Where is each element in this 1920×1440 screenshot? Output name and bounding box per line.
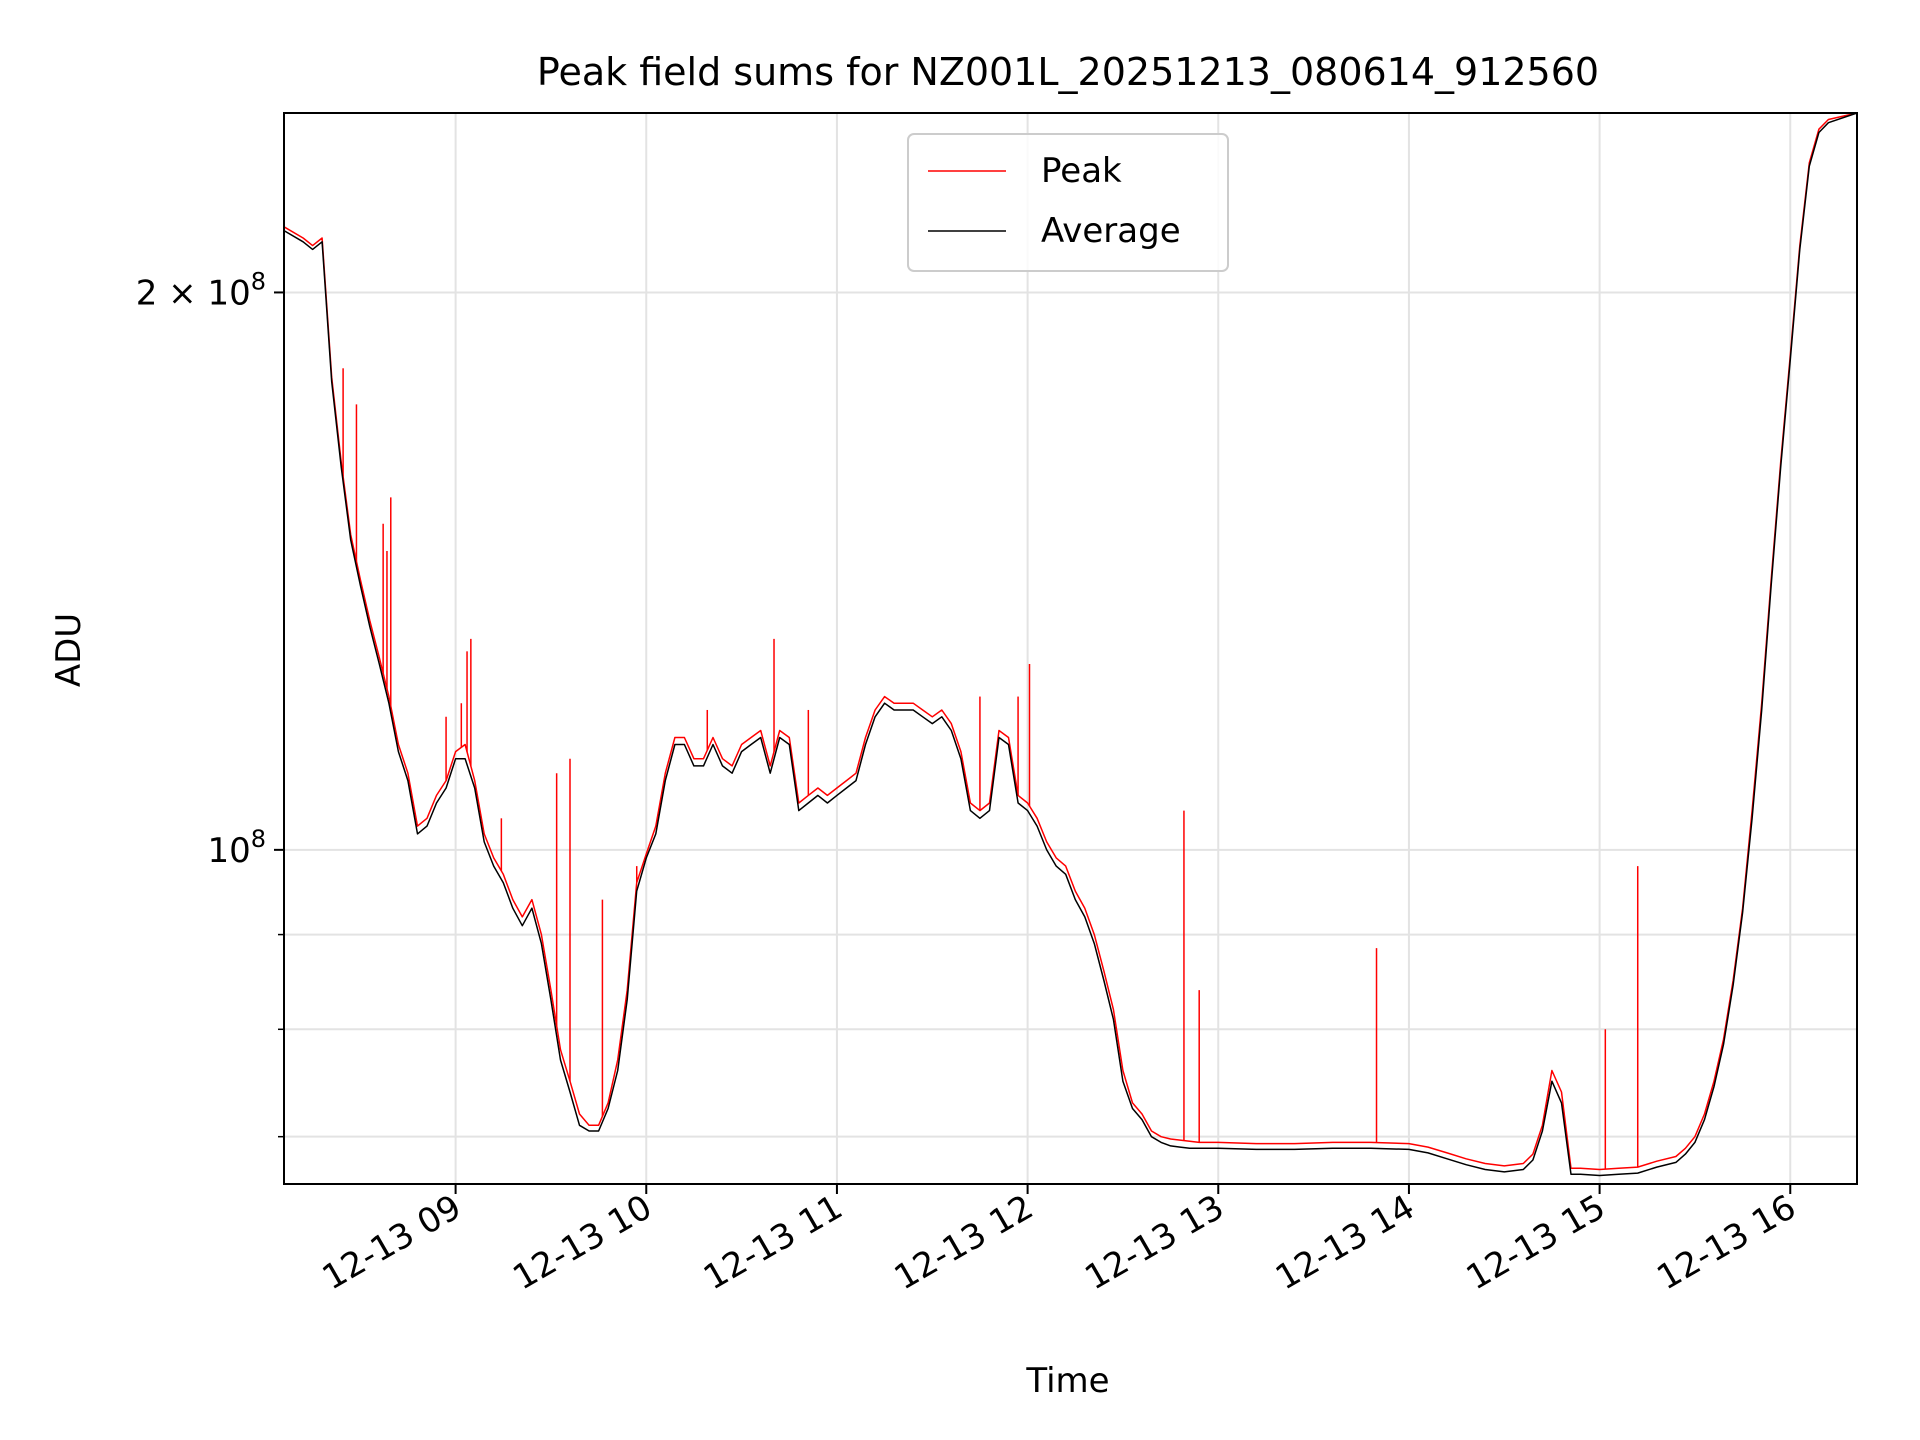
legend-peak-label: Peak (1041, 151, 1122, 191)
legend-average-label: Average (1041, 211, 1181, 251)
y-tick-label-1: 108 (207, 825, 266, 871)
grid-layer (284, 113, 1857, 1184)
plot-area (283, 112, 1858, 1177)
axes-frame (283, 112, 1858, 1185)
series-average-line (283, 112, 1858, 1177)
x-axis-label: Time (1025, 1361, 1109, 1401)
legend-box (907, 133, 1229, 272)
legend: Peak Average (907, 133, 1229, 272)
chart-title: Peak field sums for NZ001L_20251213_0806… (537, 50, 1599, 94)
series-peak-line (283, 112, 1858, 1171)
y-tick-label-0: 2 × 108 (136, 267, 266, 313)
y-axis-label: ADU (49, 613, 89, 687)
